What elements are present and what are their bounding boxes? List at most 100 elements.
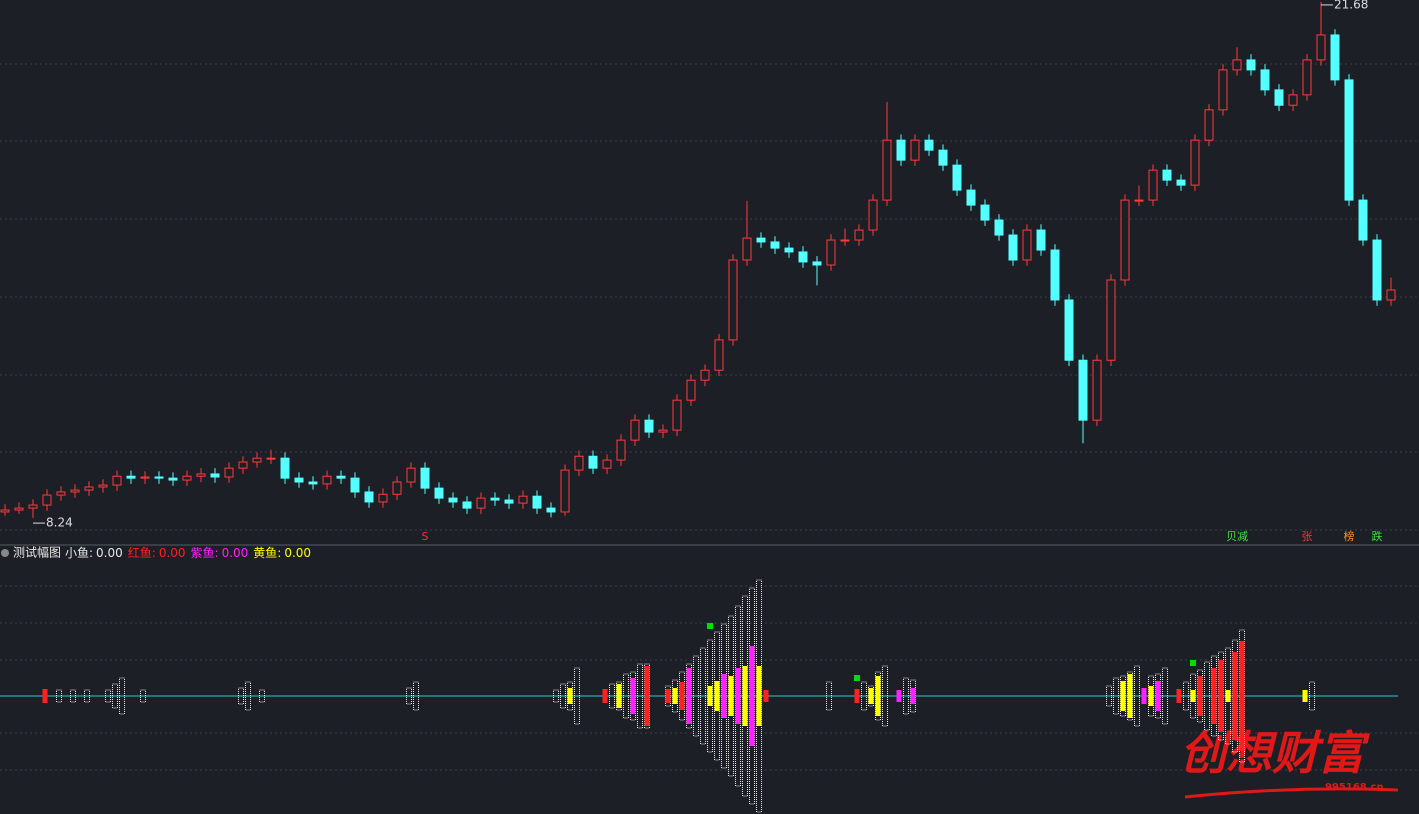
candle-body — [1162, 169, 1172, 181]
candle-body — [546, 507, 556, 513]
candle-body — [182, 475, 192, 481]
candle-body — [658, 429, 668, 433]
fish-bar — [721, 674, 727, 718]
candle-body — [532, 495, 542, 509]
candle-body — [140, 476, 150, 479]
fish-bar — [896, 690, 902, 702]
candle-body — [588, 455, 598, 469]
candle-body — [336, 475, 346, 479]
candle-body — [476, 497, 486, 509]
fish-outline — [70, 689, 76, 703]
fish-bar — [1190, 690, 1196, 702]
fish-outline — [553, 689, 559, 703]
candle-body — [42, 494, 52, 506]
fish-outline — [861, 681, 867, 711]
fish-bar — [616, 684, 622, 708]
fish-outline — [84, 689, 90, 703]
fish-bar — [742, 666, 748, 726]
candle-body — [896, 139, 906, 161]
candle-body — [770, 241, 780, 249]
candle-body — [1372, 239, 1382, 301]
candle-body — [980, 204, 990, 221]
candle-body — [126, 475, 136, 479]
fish-outline — [560, 683, 566, 709]
candle-body — [504, 499, 514, 504]
candle-body — [378, 493, 388, 503]
fish-bar — [910, 688, 916, 704]
low-label: 8.24 — [46, 516, 73, 530]
fish-bar — [707, 686, 713, 706]
fish-bar — [1141, 688, 1147, 704]
candle-body — [700, 369, 710, 381]
candle-body — [1176, 179, 1186, 186]
candle-body — [280, 457, 290, 479]
legend-name: 红鱼: — [128, 545, 156, 560]
fish-outline — [1183, 681, 1189, 711]
candle-body — [112, 475, 122, 486]
candle-body — [1218, 69, 1228, 111]
candle-body — [1120, 199, 1130, 281]
fish-bar — [868, 688, 874, 704]
fish-bar — [1302, 690, 1308, 702]
candle-body — [714, 339, 724, 371]
fish-outline — [637, 663, 643, 729]
fish-bar — [602, 689, 608, 703]
fish-bar — [42, 689, 48, 703]
fish-bar — [728, 676, 734, 716]
legend-name: 小鱼: — [65, 546, 93, 560]
candle-body — [938, 149, 948, 166]
candle-body — [1204, 109, 1214, 141]
candle-body — [742, 237, 752, 261]
fish-outline — [693, 655, 699, 737]
candle-body — [70, 489, 80, 493]
fish-bar — [854, 689, 860, 703]
candle-body — [812, 261, 822, 266]
candle-body — [224, 467, 234, 478]
legend-entry: 黄鱼: 0.00 — [253, 546, 311, 560]
candle-body — [392, 481, 402, 495]
fish-bar — [1232, 652, 1238, 740]
legend-value: 0.00 — [96, 546, 123, 560]
fish-outline — [903, 677, 909, 715]
candle-body — [294, 477, 304, 483]
fish-bar — [735, 668, 741, 724]
fish-bar — [1155, 681, 1161, 711]
candle-body — [826, 239, 836, 266]
fish-outline — [238, 687, 244, 705]
fish-bar — [1197, 676, 1203, 716]
candle-body — [1064, 299, 1074, 361]
candle-body — [1316, 34, 1326, 61]
candle-body — [0, 509, 10, 513]
fish-outline — [1204, 661, 1210, 731]
indicator-icon[interactable] — [1, 549, 9, 557]
legend-entry: 紫鱼: 0.00 — [191, 546, 249, 560]
candle-body — [1148, 169, 1158, 201]
candle-body — [798, 251, 808, 263]
signal-marker: S — [422, 530, 429, 543]
candle-body — [952, 164, 962, 191]
fish-outline — [1134, 665, 1140, 727]
fish-bar — [672, 688, 678, 704]
fish-outline — [1309, 681, 1315, 711]
candle-body — [686, 379, 696, 401]
candle-body — [1232, 59, 1242, 71]
fish-outline — [1113, 677, 1119, 715]
candle-body — [1050, 249, 1060, 301]
watermark-swoosh — [1184, 787, 1399, 799]
candle-body — [728, 259, 738, 341]
candle-body — [364, 491, 374, 503]
legend-name: 紫鱼: — [191, 546, 219, 560]
candle-body — [462, 501, 472, 509]
candle-body — [28, 504, 38, 509]
candle-body — [910, 139, 920, 161]
candle-body — [1302, 59, 1312, 96]
candle-body — [994, 219, 1004, 236]
signal-marker: 张 — [1302, 530, 1313, 543]
candle-body — [1036, 229, 1046, 251]
fish-outline — [1106, 685, 1112, 707]
fish-bar — [1225, 690, 1231, 702]
candle-body — [1344, 79, 1354, 201]
candle-body — [574, 455, 584, 471]
candle-body — [322, 475, 332, 485]
candle-body — [420, 467, 430, 489]
